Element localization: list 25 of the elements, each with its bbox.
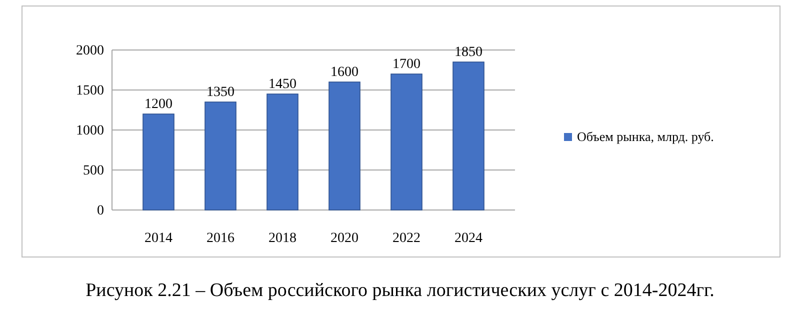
- data-label: 1450: [268, 77, 296, 92]
- legend-label: Объем рынка, млрд. руб.: [577, 129, 714, 144]
- bar: [328, 82, 360, 210]
- data-label: 1200: [144, 97, 172, 112]
- y-tick-label: 500: [83, 163, 104, 178]
- data-label: 1600: [330, 65, 358, 80]
- y-tick-label: 1500: [76, 83, 104, 98]
- bar: [142, 114, 174, 210]
- bar: [452, 62, 484, 210]
- data-label: 1700: [392, 57, 420, 72]
- bar: [204, 102, 236, 210]
- y-tick-label: 1000: [76, 123, 104, 138]
- text: Рисунок 2.21 – Объем российского рынка логистических услуг с 2014-2024гг.: [86, 280, 714, 301]
- x-tick-label: 2016: [206, 230, 234, 246]
- bar: [390, 74, 422, 210]
- data-label: 1350: [206, 85, 234, 100]
- y-tick-label: 2000: [76, 43, 104, 58]
- x-tick-label: 2022: [392, 230, 420, 246]
- x-tick-label: 2020: [330, 230, 358, 246]
- x-tick-label: 2024: [454, 230, 482, 246]
- y-tick-label: 0: [97, 203, 104, 218]
- bar: [266, 94, 298, 210]
- x-tick-label: 2018: [268, 230, 296, 246]
- data-label: 1850: [454, 45, 482, 60]
- x-tick-label: 2014: [144, 230, 172, 246]
